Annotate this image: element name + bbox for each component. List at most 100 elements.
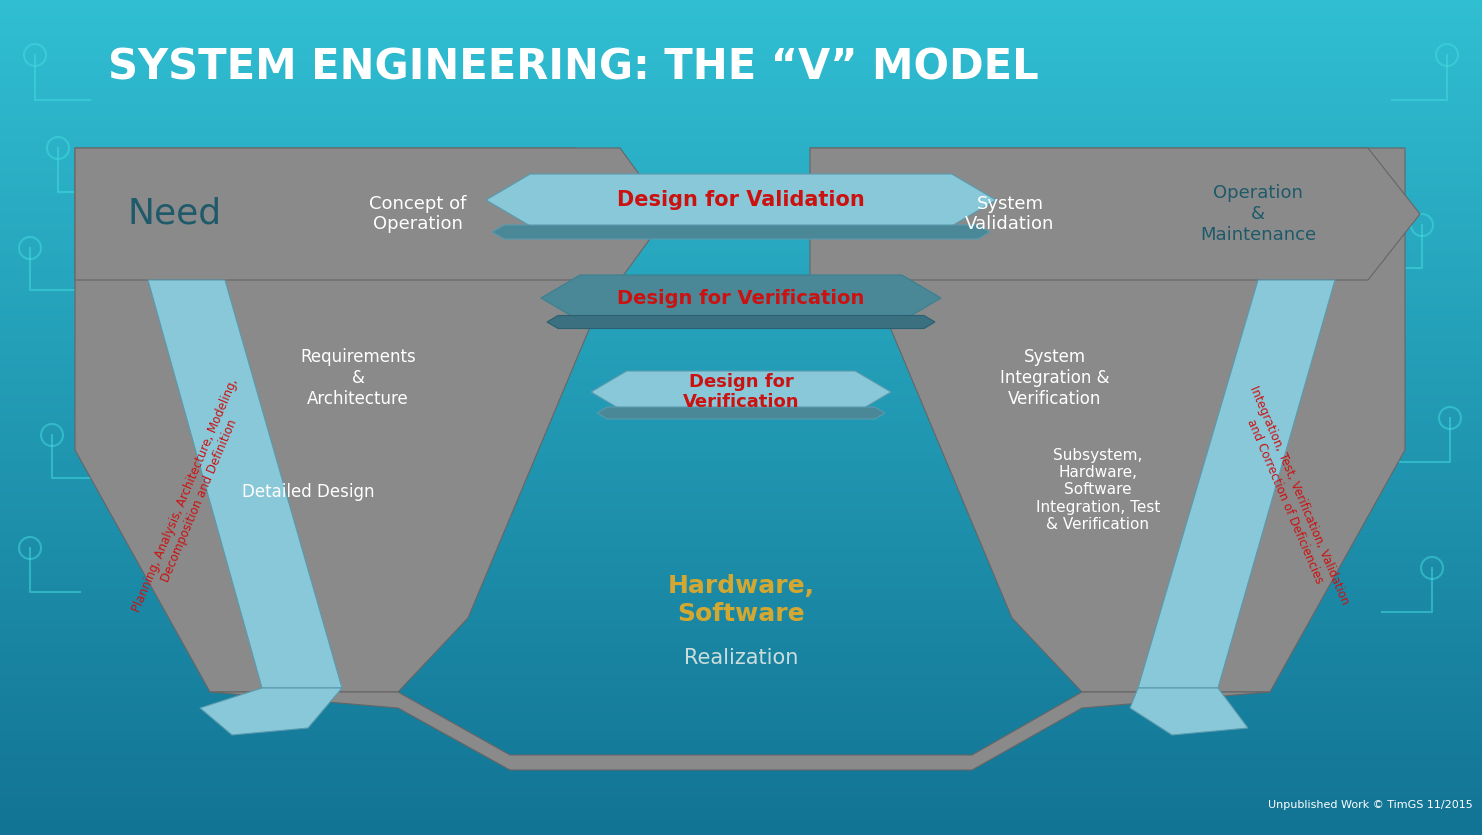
- Polygon shape: [76, 148, 599, 692]
- Polygon shape: [76, 148, 668, 280]
- Bar: [0, 514, 1482, 518]
- Bar: [0, 772, 1482, 777]
- Bar: [0, 543, 1482, 547]
- Bar: [0, 722, 1482, 726]
- Bar: [0, 338, 1482, 342]
- Bar: [0, 802, 1482, 806]
- Text: Design for
Verification: Design for Verification: [683, 372, 799, 412]
- Bar: [0, 134, 1482, 138]
- Bar: [0, 568, 1482, 572]
- Bar: [0, 497, 1482, 501]
- Bar: [0, 100, 1482, 104]
- Bar: [0, 388, 1482, 392]
- Bar: [0, 505, 1482, 509]
- Bar: [0, 280, 1482, 284]
- Bar: [0, 447, 1482, 451]
- Bar: [0, 96, 1482, 100]
- Bar: [0, 777, 1482, 781]
- Bar: [0, 747, 1482, 752]
- Bar: [0, 0, 1482, 4]
- Bar: [0, 217, 1482, 221]
- Bar: [0, 576, 1482, 580]
- Bar: [0, 534, 1482, 539]
- Bar: [0, 184, 1482, 188]
- Text: Operation
&
Maintenance: Operation & Maintenance: [1200, 185, 1316, 244]
- Bar: [0, 551, 1482, 555]
- Text: Integration, Test, Verification, Validation
and Correction of Deficiencies: Integration, Test, Verification, Validat…: [1233, 383, 1352, 612]
- Bar: [0, 29, 1482, 33]
- Bar: [0, 572, 1482, 576]
- Bar: [0, 376, 1482, 380]
- Bar: [0, 651, 1482, 655]
- Bar: [0, 271, 1482, 276]
- Bar: [0, 509, 1482, 514]
- Bar: [0, 159, 1482, 163]
- Polygon shape: [486, 174, 996, 226]
- Polygon shape: [200, 688, 342, 735]
- Bar: [0, 818, 1482, 822]
- Bar: [0, 438, 1482, 443]
- Bar: [0, 125, 1482, 129]
- Text: System
Validation: System Validation: [965, 195, 1055, 234]
- Bar: [0, 814, 1482, 818]
- Bar: [0, 25, 1482, 29]
- Bar: [0, 501, 1482, 505]
- Bar: [0, 409, 1482, 413]
- Bar: [0, 13, 1482, 17]
- Bar: [0, 810, 1482, 814]
- Bar: [0, 430, 1482, 434]
- Bar: [0, 175, 1482, 180]
- Bar: [0, 113, 1482, 117]
- Bar: [0, 697, 1482, 701]
- Bar: [0, 822, 1482, 827]
- Bar: [0, 647, 1482, 651]
- Bar: [0, 555, 1482, 559]
- Bar: [0, 768, 1482, 772]
- Bar: [0, 392, 1482, 397]
- Bar: [0, 180, 1482, 184]
- Bar: [0, 672, 1482, 676]
- Bar: [0, 104, 1482, 109]
- Bar: [0, 372, 1482, 376]
- Bar: [0, 71, 1482, 75]
- Bar: [0, 735, 1482, 739]
- Bar: [0, 422, 1482, 426]
- Bar: [0, 276, 1482, 280]
- Bar: [0, 493, 1482, 497]
- Bar: [0, 472, 1482, 476]
- Bar: [0, 831, 1482, 835]
- Bar: [0, 167, 1482, 171]
- Bar: [0, 601, 1482, 605]
- Text: System
Integration &
Verification: System Integration & Verification: [1000, 348, 1110, 407]
- Bar: [0, 622, 1482, 626]
- Bar: [0, 301, 1482, 305]
- Bar: [0, 413, 1482, 418]
- Bar: [0, 54, 1482, 58]
- Bar: [0, 205, 1482, 209]
- Text: Design for Validation: Design for Validation: [617, 190, 865, 210]
- Bar: [0, 380, 1482, 384]
- Bar: [0, 17, 1482, 21]
- Bar: [0, 317, 1482, 321]
- Bar: [0, 263, 1482, 267]
- Bar: [0, 827, 1482, 831]
- Text: Planning, Analysis, Architecture, Modeling,
Decomposition and Definition: Planning, Analysis, Architecture, Modeli…: [130, 377, 255, 620]
- Bar: [0, 42, 1482, 46]
- Bar: [0, 564, 1482, 568]
- Bar: [0, 359, 1482, 363]
- Bar: [0, 584, 1482, 589]
- Bar: [0, 209, 1482, 213]
- Bar: [0, 443, 1482, 447]
- Bar: [0, 518, 1482, 522]
- Bar: [0, 726, 1482, 731]
- Bar: [0, 342, 1482, 347]
- Bar: [0, 488, 1482, 493]
- Bar: [0, 163, 1482, 167]
- Bar: [0, 142, 1482, 146]
- Bar: [0, 67, 1482, 71]
- Bar: [0, 355, 1482, 359]
- Bar: [0, 618, 1482, 622]
- Bar: [0, 146, 1482, 150]
- Bar: [0, 367, 1482, 372]
- Bar: [0, 701, 1482, 706]
